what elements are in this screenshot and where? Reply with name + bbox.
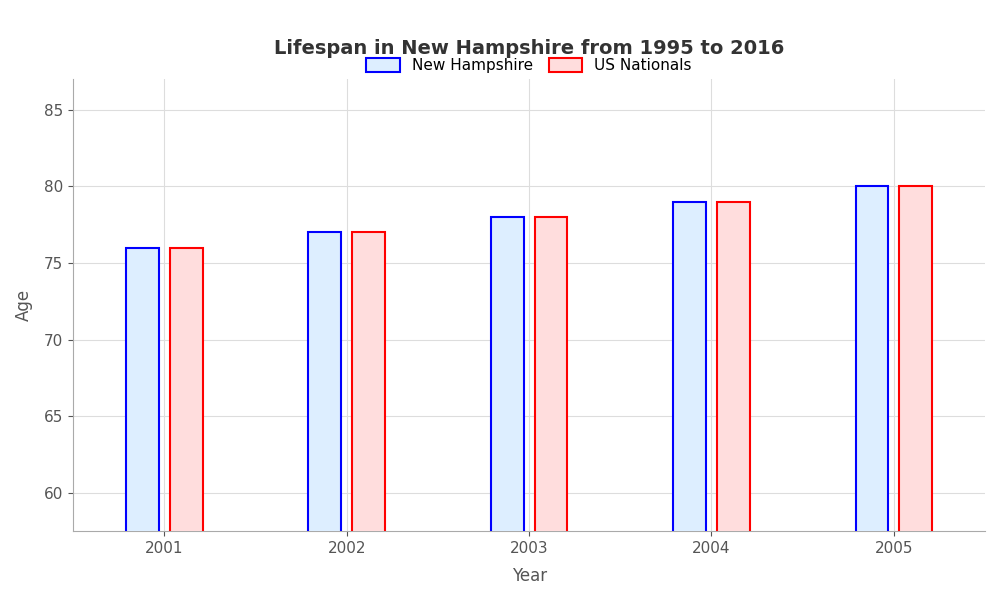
Bar (170, 248, 203, 600)
Bar (352, 232, 385, 600)
Legend: New Hampshire, US Nationals: New Hampshire, US Nationals (359, 50, 700, 81)
Bar (856, 186, 888, 600)
Bar (308, 232, 341, 600)
X-axis label: Year: Year (512, 567, 547, 585)
Bar (126, 248, 159, 600)
Y-axis label: Age: Age (15, 289, 33, 321)
Bar (491, 217, 524, 600)
Bar (535, 217, 567, 600)
Title: Lifespan in New Hampshire from 1995 to 2016: Lifespan in New Hampshire from 1995 to 2… (274, 39, 784, 58)
Bar (673, 202, 706, 600)
Bar (899, 186, 932, 600)
Bar (717, 202, 750, 600)
